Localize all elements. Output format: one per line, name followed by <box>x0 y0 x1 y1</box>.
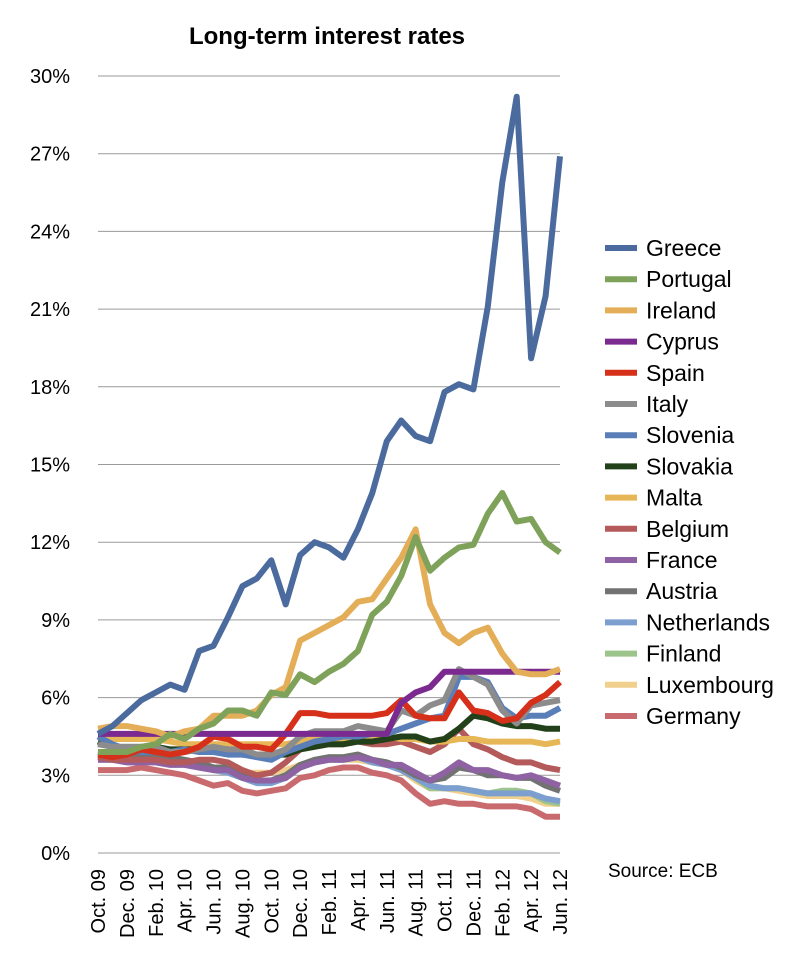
y-tick-label: 12% <box>30 532 70 554</box>
legend-label: France <box>646 547 718 573</box>
series-line-spain <box>97 679 563 761</box>
x-tick-label: Jun. 10 <box>204 869 226 935</box>
x-tick-label: Apr. 11 <box>348 869 370 931</box>
series-line-ireland <box>97 526 562 740</box>
legend-label: Slovakia <box>646 453 733 479</box>
legend-label: Greece <box>646 235 721 261</box>
x-tick-label: Feb. 10 <box>146 869 168 937</box>
chart-title: Long-term interest rates <box>189 23 465 50</box>
y-tick-label: 24% <box>30 221 70 243</box>
y-tick-label: 30% <box>30 66 70 88</box>
y-tick-label: 6% <box>41 688 70 710</box>
series-lines <box>96 93 563 820</box>
legend-label: Italy <box>646 391 689 417</box>
series-line-germany <box>98 764 560 820</box>
x-tick-label: Feb. 11 <box>319 869 341 935</box>
x-tick-label: Dec. 11 <box>463 869 485 936</box>
x-tick-label: Jun. 11 <box>377 869 399 933</box>
series-line-cyprus <box>98 668 560 737</box>
x-tick-label: Oct. 09 <box>88 869 110 933</box>
legend-label: Spain <box>646 360 705 386</box>
x-tick-label: Aug. 10 <box>232 869 254 938</box>
legend-label: Portugal <box>646 266 732 292</box>
y-tick-label: 27% <box>30 144 70 166</box>
x-tick-label: Feb. 12 <box>492 869 514 937</box>
x-tick-label: Oct. 10 <box>261 869 283 933</box>
x-tick-label: Apr. 12 <box>521 869 543 932</box>
y-tick-label: 9% <box>41 610 70 632</box>
x-tick-label: Oct. 11 <box>435 869 457 932</box>
x-tick-label: Aug. 11 <box>406 869 428 936</box>
legend-label: Cyprus <box>646 329 719 355</box>
legend-label: Ireland <box>646 297 716 323</box>
y-tick-label: 21% <box>30 299 70 321</box>
series-line-portugal <box>98 490 562 755</box>
legend-label: Germany <box>646 703 741 729</box>
y-tick-label: 0% <box>41 843 70 865</box>
legend-label: Malta <box>646 485 702 511</box>
y-tick-label: 15% <box>30 455 70 477</box>
legend-label: Austria <box>646 578 718 604</box>
x-tick-label: Dec. 10 <box>290 869 312 938</box>
legend-label: Belgium <box>646 516 729 542</box>
y-tick-label: 3% <box>41 765 70 787</box>
legend: Greece Portugal Ireland Cyprus Spain Italy Slo… <box>605 235 774 729</box>
legend-label: Luxembourg <box>646 672 774 698</box>
source-note: Source: ECB <box>608 861 718 882</box>
series-line-greece <box>96 93 563 737</box>
y-axis-labels: 0% 3% 6% 9% 12% 15% 18% 21% 24% 27% 30% <box>30 66 70 865</box>
x-tick-label: Dec. 09 <box>117 869 139 938</box>
legend-label: Netherlands <box>646 609 770 635</box>
legend-label: Slovenia <box>646 422 734 448</box>
x-tick-label: Apr. 10 <box>175 869 197 932</box>
y-tick-label: 18% <box>30 377 70 399</box>
legend-label: Finland <box>646 641 721 667</box>
x-axis-labels: Oct. 09 Dec. 09 Feb. 10 Apr. 10 Jun. 10 Aug. … <box>88 869 572 938</box>
x-tick-label: Jun. 12 <box>550 869 572 935</box>
